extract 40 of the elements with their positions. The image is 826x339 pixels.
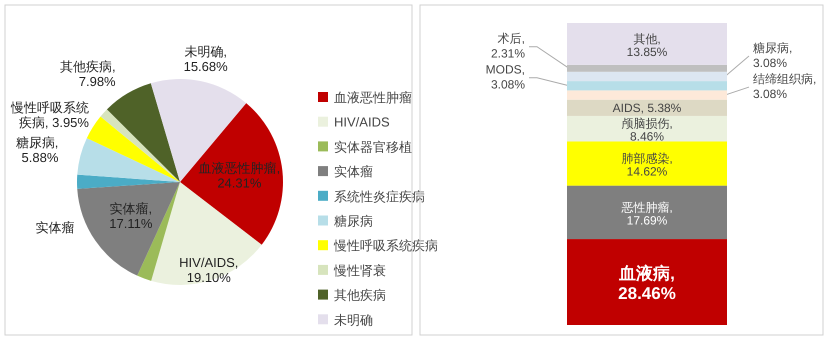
data-label: AIDS, 5.38% bbox=[612, 100, 682, 115]
pie-slice bbox=[180, 103, 283, 245]
legend-label: 糖尿病 bbox=[334, 214, 373, 228]
data-label: 颅脑损伤, 8.46% bbox=[621, 116, 673, 144]
bar bbox=[567, 81, 727, 90]
pie-slice bbox=[100, 109, 180, 182]
data-label: 未明确, 15.68% bbox=[184, 44, 228, 74]
legend-label: 未明确 bbox=[334, 312, 373, 328]
legend-label: 血液恶性肿瘤 bbox=[334, 90, 412, 105]
data-label: 血液病, 28.46% bbox=[618, 264, 676, 304]
bar bbox=[567, 100, 727, 116]
data-label: 肺部感染, 14.62% bbox=[621, 152, 673, 179]
bar bbox=[567, 141, 727, 186]
text: 实体瘤 bbox=[36, 220, 74, 235]
data-label: 术后, 2.31% bbox=[490, 32, 526, 61]
data-label: 恶性肿瘤, 17.69% bbox=[620, 200, 673, 228]
legend-label: 实体瘤 bbox=[334, 164, 373, 180]
bar bbox=[567, 72, 727, 82]
data-label: 其他疾病, 7.98% bbox=[60, 59, 116, 90]
bar bbox=[567, 90, 727, 100]
data-label: HIV/AIDS, 19.10% bbox=[179, 255, 238, 286]
data-label: MODS, 3.08% bbox=[486, 62, 526, 92]
pie-slice bbox=[86, 116, 180, 182]
bar bbox=[567, 239, 727, 325]
data-label: 慢性呼吸系统疾病, 3.95% bbox=[10, 100, 90, 130]
bar bbox=[567, 23, 727, 65]
data-label: 实体瘤, 17.11% bbox=[109, 200, 153, 231]
bar bbox=[567, 64, 727, 72]
data-label: 糖尿病, 5.88% bbox=[16, 135, 59, 166]
data-label: 糖尿病, 3.08% bbox=[753, 41, 792, 70]
pie-slice bbox=[77, 138, 180, 182]
data-label: 血液恶性肿瘤, 24.31% bbox=[198, 160, 280, 191]
legend-label: 慢性肾衰 bbox=[333, 262, 386, 278]
data-label: 其他, 13.85% bbox=[626, 32, 668, 59]
legend-label: 其他疾病 bbox=[334, 288, 386, 303]
legend-label: 实体器官移植 bbox=[334, 139, 412, 154]
data-label: 结缔组织病, 3.08% bbox=[753, 72, 816, 102]
pie-slice bbox=[77, 182, 180, 276]
legend-label: HIV/AIDS bbox=[334, 114, 390, 130]
bar bbox=[567, 186, 727, 240]
